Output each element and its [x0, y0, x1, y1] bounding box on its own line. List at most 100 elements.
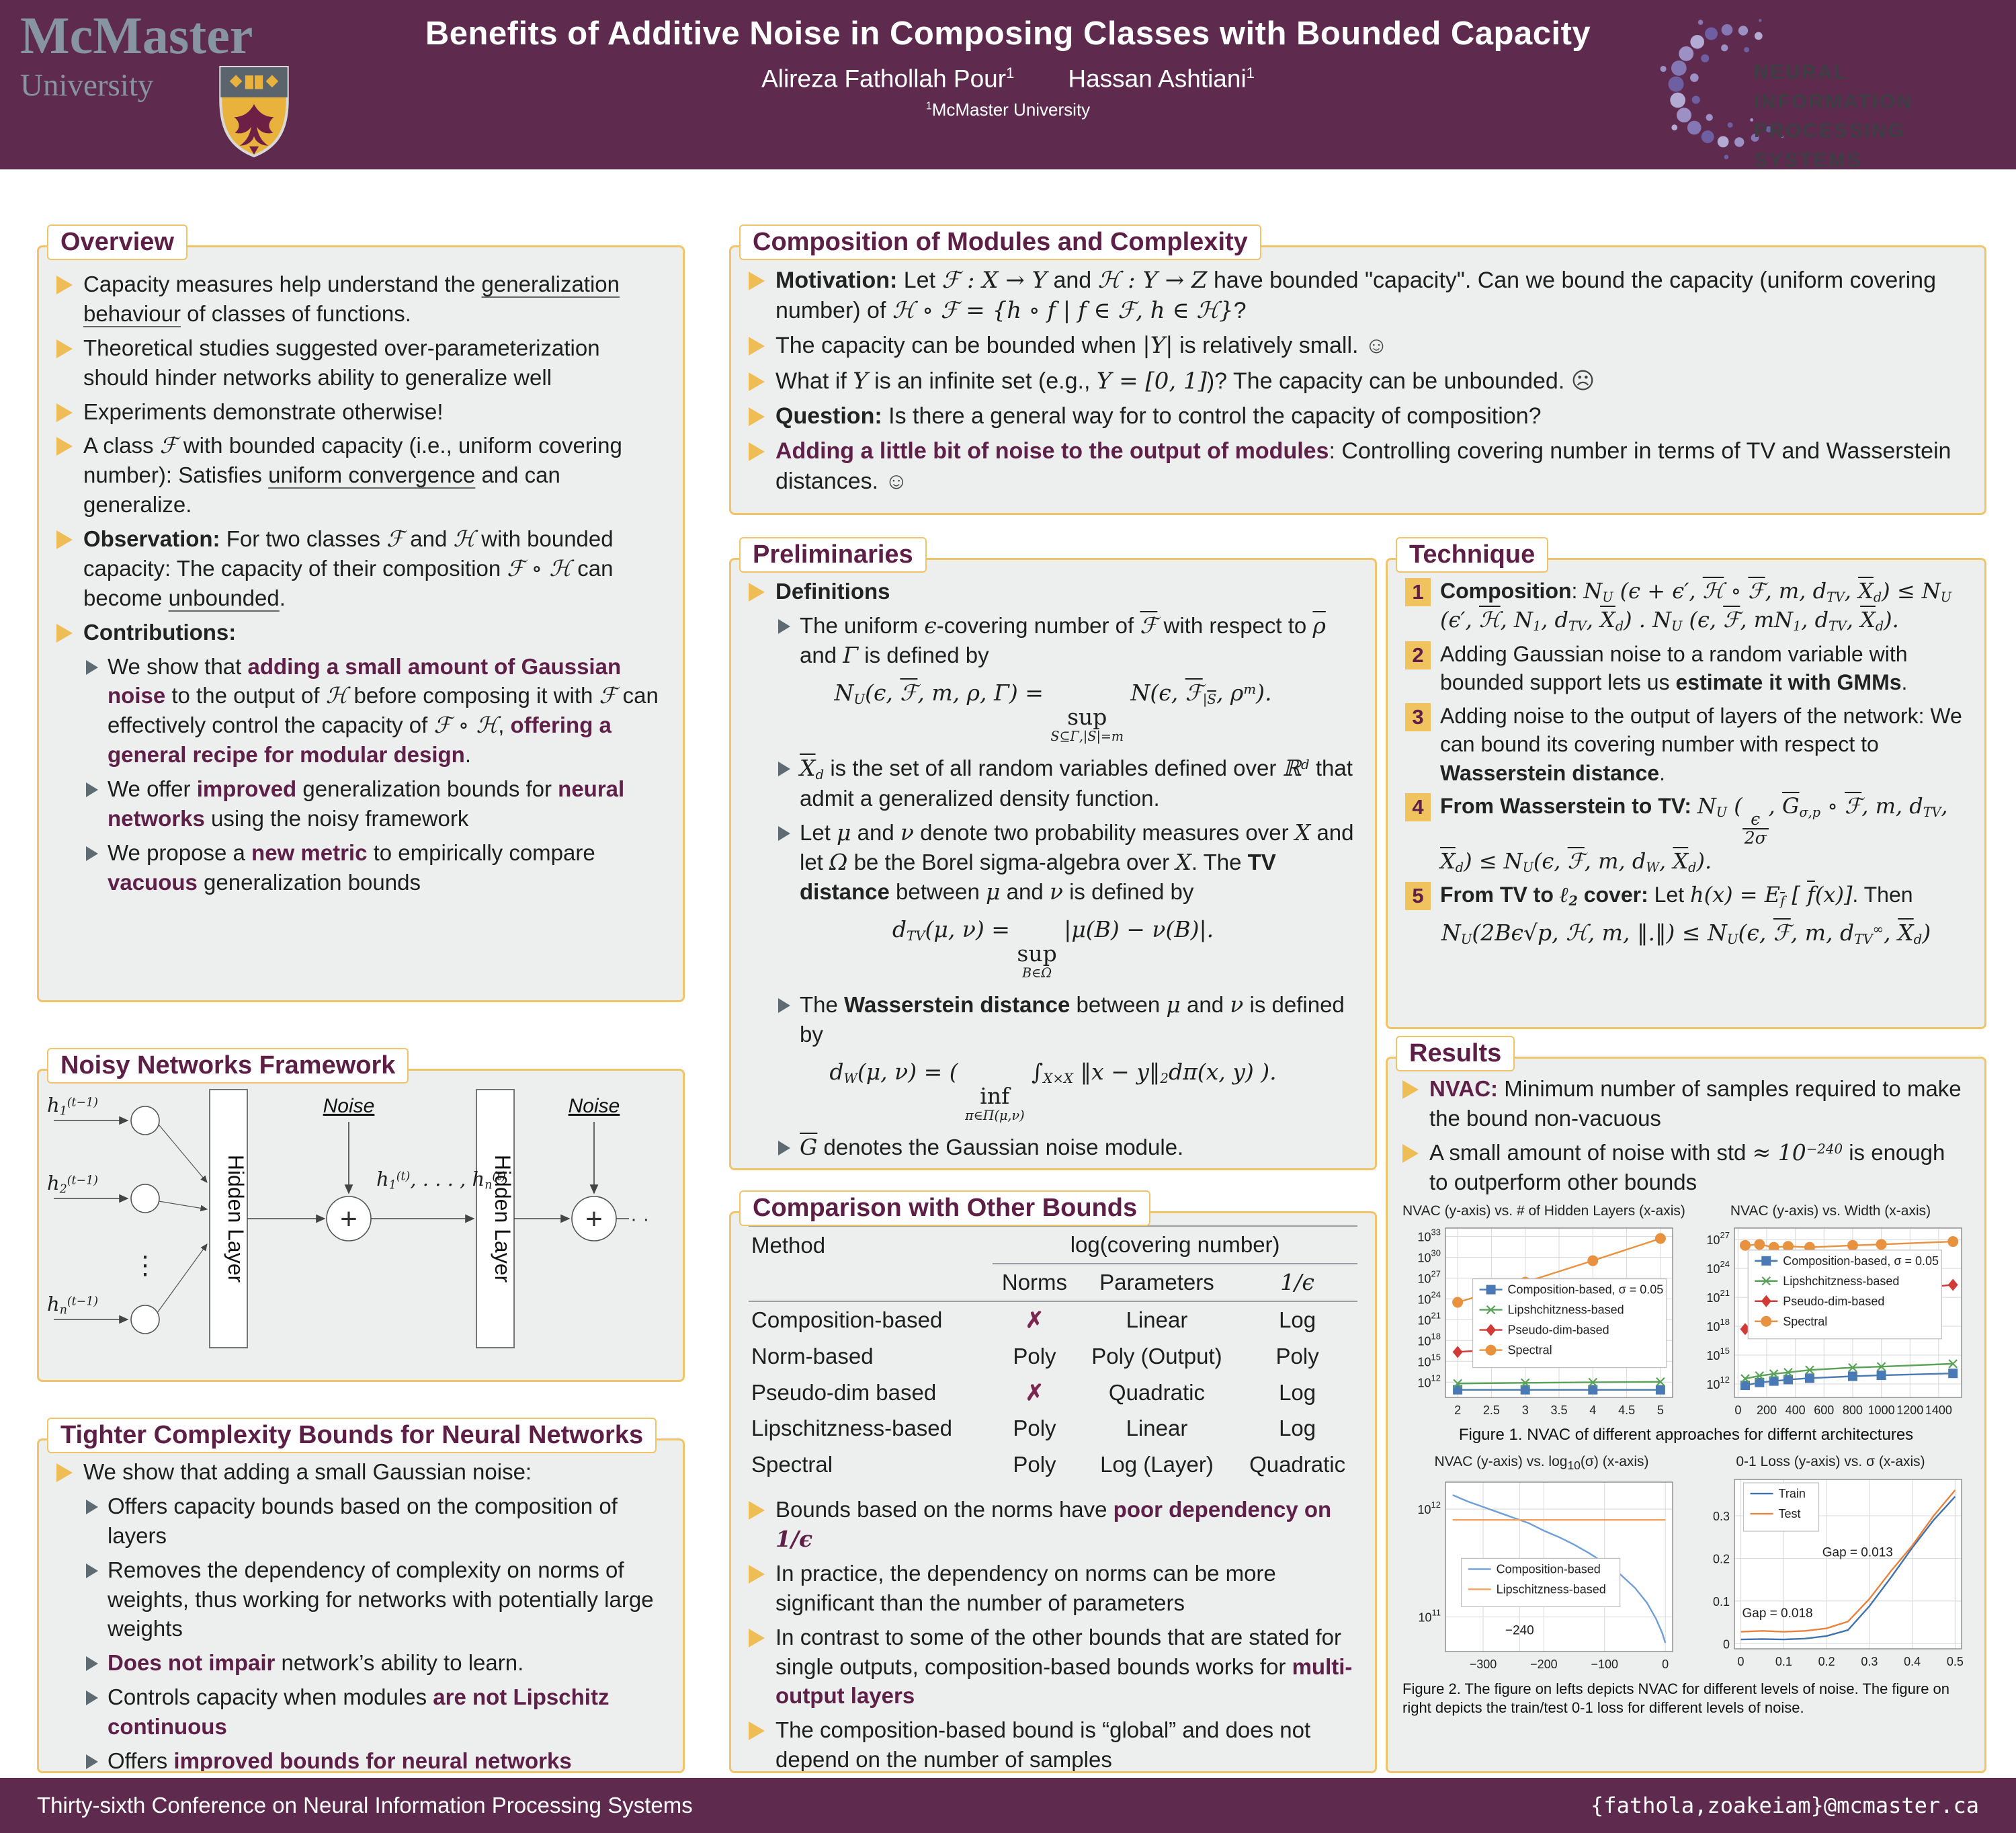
- bullet-text: Composition: NU (ϵ + ϵ′, ℋ ∘ ℱ, m, dTV, …: [1440, 578, 1951, 635]
- conference-name: Thirty-sixth Conference on Neural Inform…: [37, 1793, 693, 1818]
- svg-text:0: 0: [1723, 1638, 1730, 1652]
- step-number: 2: [1405, 641, 1431, 669]
- table-cell: Poly: [1013, 1343, 1056, 1369]
- svg-text:1018: 1018: [1707, 1317, 1730, 1334]
- svg-text:4.5: 4.5: [1618, 1403, 1635, 1417]
- bullet-item: Motivation: Let ℱ : X → Y and ℋ : Y → Z …: [749, 266, 1967, 326]
- input-label-hn: hn(t−1): [47, 1293, 99, 1317]
- bullet-icon: [56, 530, 73, 549]
- numbered-item: 2 Adding Gaussian noise to a random varia…: [1405, 640, 1967, 697]
- bullet-icon: [749, 272, 765, 290]
- svg-text:4: 4: [1589, 1403, 1596, 1417]
- input-label-h2: h2(t−1): [47, 1172, 98, 1196]
- bullet-text: A class ℱ with bounded capacity (i.e., u…: [83, 432, 622, 518]
- section-title-comparison: Comparison with Other Bounds: [739, 1190, 1151, 1226]
- bullet-text: Motivation: Let ℱ : X → Y and ℋ : Y → Z …: [775, 267, 1936, 325]
- sub-bullet-icon: [778, 762, 790, 777]
- continuation-dots: · · ·: [630, 1208, 652, 1230]
- table-row: Pseudo-dim based ✗ Quadratic Log: [749, 1375, 1357, 1411]
- author-1: Alireza Fathollah Pour: [761, 65, 1007, 93]
- overview-section: Overview Capacity measures help understa…: [37, 225, 685, 1002]
- svg-text:2.5: 2.5: [1483, 1403, 1500, 1417]
- table-cell: Log (Layer): [1100, 1452, 1214, 1477]
- neuron-node: [130, 1184, 160, 1213]
- table-row: Lipschitzness-based Poly Linear Log: [749, 1410, 1357, 1447]
- table-cell: Poly: [1013, 1416, 1056, 1441]
- poster-footer: Thirty-sixth Conference on Neural Inform…: [0, 1778, 2016, 1833]
- svg-text:1027: 1027: [1418, 1269, 1441, 1286]
- bullet-item: Definitions: [749, 577, 1357, 606]
- neuron-node: [130, 1106, 160, 1135]
- bullet-text: Xd is the set of all random variables de…: [800, 755, 1353, 811]
- table-column-header: 1/ϵ: [1280, 1268, 1314, 1295]
- sub-bullet-icon: [86, 782, 98, 797]
- hidden-layer-box: [476, 1089, 515, 1348]
- svg-text:1030: 1030: [1418, 1248, 1441, 1265]
- bullet-text: The Wasserstein distance between μ and ν…: [800, 991, 1345, 1047]
- svg-text:800: 800: [1843, 1403, 1863, 1417]
- nvac-vs-width-chart: 0 200 400 600 800 1000 1200 1400 1012 1015 1018 102…: [1707, 1227, 1962, 1417]
- svg-text:1000: 1000: [1868, 1403, 1895, 1417]
- display-formula: NU(ϵ, ℱ, m, ρ, Γ) = sup S⊆Γ,|S|=m N(ϵ, ℱ|…: [834, 679, 1272, 744]
- results-content: NVAC: Minimum number of samples required…: [1402, 1074, 1970, 1197]
- svg-text:Composition-based, σ = 0.05: Composition-based, σ = 0.05: [1783, 1254, 1939, 1268]
- svg-text:0.2: 0.2: [1818, 1655, 1835, 1668]
- table-group-header: log(covering number): [993, 1226, 1357, 1264]
- neurips-swirl-icon: [1660, 19, 1784, 159]
- table-row: Composition-based ✗ Linear Log: [749, 1301, 1357, 1338]
- display-formula: dTV(μ, ν) = sup B∈Ω |μ(B) − ν(B)|.: [892, 915, 1214, 981]
- figure-2-caption: Figure 2. The figure on lefts depicts NV…: [1402, 1680, 1950, 1717]
- sub-bullet-icon: [778, 1141, 790, 1156]
- table-row: Spectral Poly Log (Layer) Quadratic: [749, 1447, 1357, 1483]
- table-cell: Linear: [1126, 1307, 1188, 1332]
- svg-text:400: 400: [1786, 1403, 1806, 1417]
- section-title-framework: Noisy Networks Framework: [47, 1048, 409, 1084]
- bullet-icon: [749, 442, 765, 462]
- bullet-text: Theoretical studies suggested over-param…: [83, 335, 600, 390]
- loss-vs-sigma-chart: 0 0.1 0.2 0.3 0.4 0.5 0 0.1 0.2 0.3 Train Test Gap =…: [1713, 1479, 1964, 1668]
- bullet-text: The uniform ϵ-covering number of ℱ with …: [800, 612, 1326, 668]
- bullet-item: The capacity can be bounded when |Y| is …: [749, 331, 1967, 361]
- bullet-icon: [56, 623, 73, 643]
- bullet-text: G denotes the Gaussian noise module.: [800, 1134, 1184, 1161]
- svg-text:0: 0: [1662, 1658, 1669, 1671]
- chart-title-layers: NVAC (y-axis) vs. # of Hidden Layers (x-…: [1402, 1203, 1685, 1219]
- svg-text:Gap = 0.018: Gap = 0.018: [1742, 1606, 1812, 1621]
- svg-text:1021: 1021: [1418, 1311, 1441, 1328]
- chart-title-width: NVAC (y-axis) vs. Width (x-axis): [1730, 1203, 1931, 1219]
- affiliation: 1McMaster University: [925, 99, 1091, 120]
- svg-text:Pseudo-dim-based: Pseudo-dim-based: [1783, 1295, 1884, 1308]
- mcmaster-logo: McMaster University: [20, 6, 253, 103]
- svg-text:1018: 1018: [1418, 1332, 1441, 1348]
- contact-email: {fathola,zoakeiam}@mcmaster.ca: [1591, 1793, 1979, 1818]
- svg-text:0.5: 0.5: [1947, 1655, 1964, 1668]
- bullet-item: The Wasserstein distance between μ and ν…: [749, 990, 1357, 1049]
- bullet-text: A small amount of noise with std ≈ 10−24…: [1429, 1139, 1945, 1194]
- bullet-icon: [749, 407, 765, 426]
- svg-text:0.4: 0.4: [1904, 1655, 1921, 1668]
- bullet-icon: [749, 372, 765, 391]
- bullet-text: We show that adding a small amount of Ga…: [108, 653, 659, 768]
- bullet-icon: [749, 1501, 765, 1520]
- noisy-network-diagram: ⋮ Hidden Layer Noise + Hidden Layer Nois…: [43, 1077, 662, 1356]
- bullet-item: Observation: For two classes ℱ and ℋ wit…: [56, 524, 665, 613]
- svg-text:1021: 1021: [1707, 1289, 1730, 1305]
- bullet-icon: [1402, 1080, 1419, 1099]
- svg-text:0.3: 0.3: [1713, 1510, 1730, 1523]
- svg-text:3: 3: [1522, 1403, 1529, 1417]
- table-cell: ✗: [1025, 1379, 1044, 1405]
- bullet-text: In contrast to some of the other bounds …: [775, 1624, 1353, 1709]
- chart-title-loss: 0-1 Loss (y-axis) vs. σ (x-axis): [1736, 1454, 1925, 1470]
- bullet-text: Does not impair network’s ability to lea…: [108, 1650, 524, 1676]
- numbered-item: 3 Adding noise to the output of layers of…: [1405, 702, 1967, 788]
- tighter-bounds-section: Tighter Complexity Bounds for Neural Net…: [37, 1418, 685, 1773]
- svg-text:Lipshchitzness-based: Lipshchitzness-based: [1783, 1274, 1899, 1288]
- numbered-item: 5 From TV to ℓ2 cover: Let h(x) = Ef [ f(…: [1405, 881, 1967, 911]
- section-title-overview: Overview: [47, 225, 187, 260]
- poster-title: Benefits of Additive Noise in Composing …: [425, 15, 1591, 52]
- bullet-item: Let μ and ν denote two probability measu…: [749, 818, 1357, 907]
- bullet-item: Offers capacity bounds based on the comp…: [56, 1492, 665, 1551]
- results-section: Results NVAC: Minimum number of samples …: [1386, 1036, 1986, 1773]
- table-cell: Linear: [1126, 1416, 1188, 1441]
- mcmaster-wordmark: McMaster: [20, 6, 253, 65]
